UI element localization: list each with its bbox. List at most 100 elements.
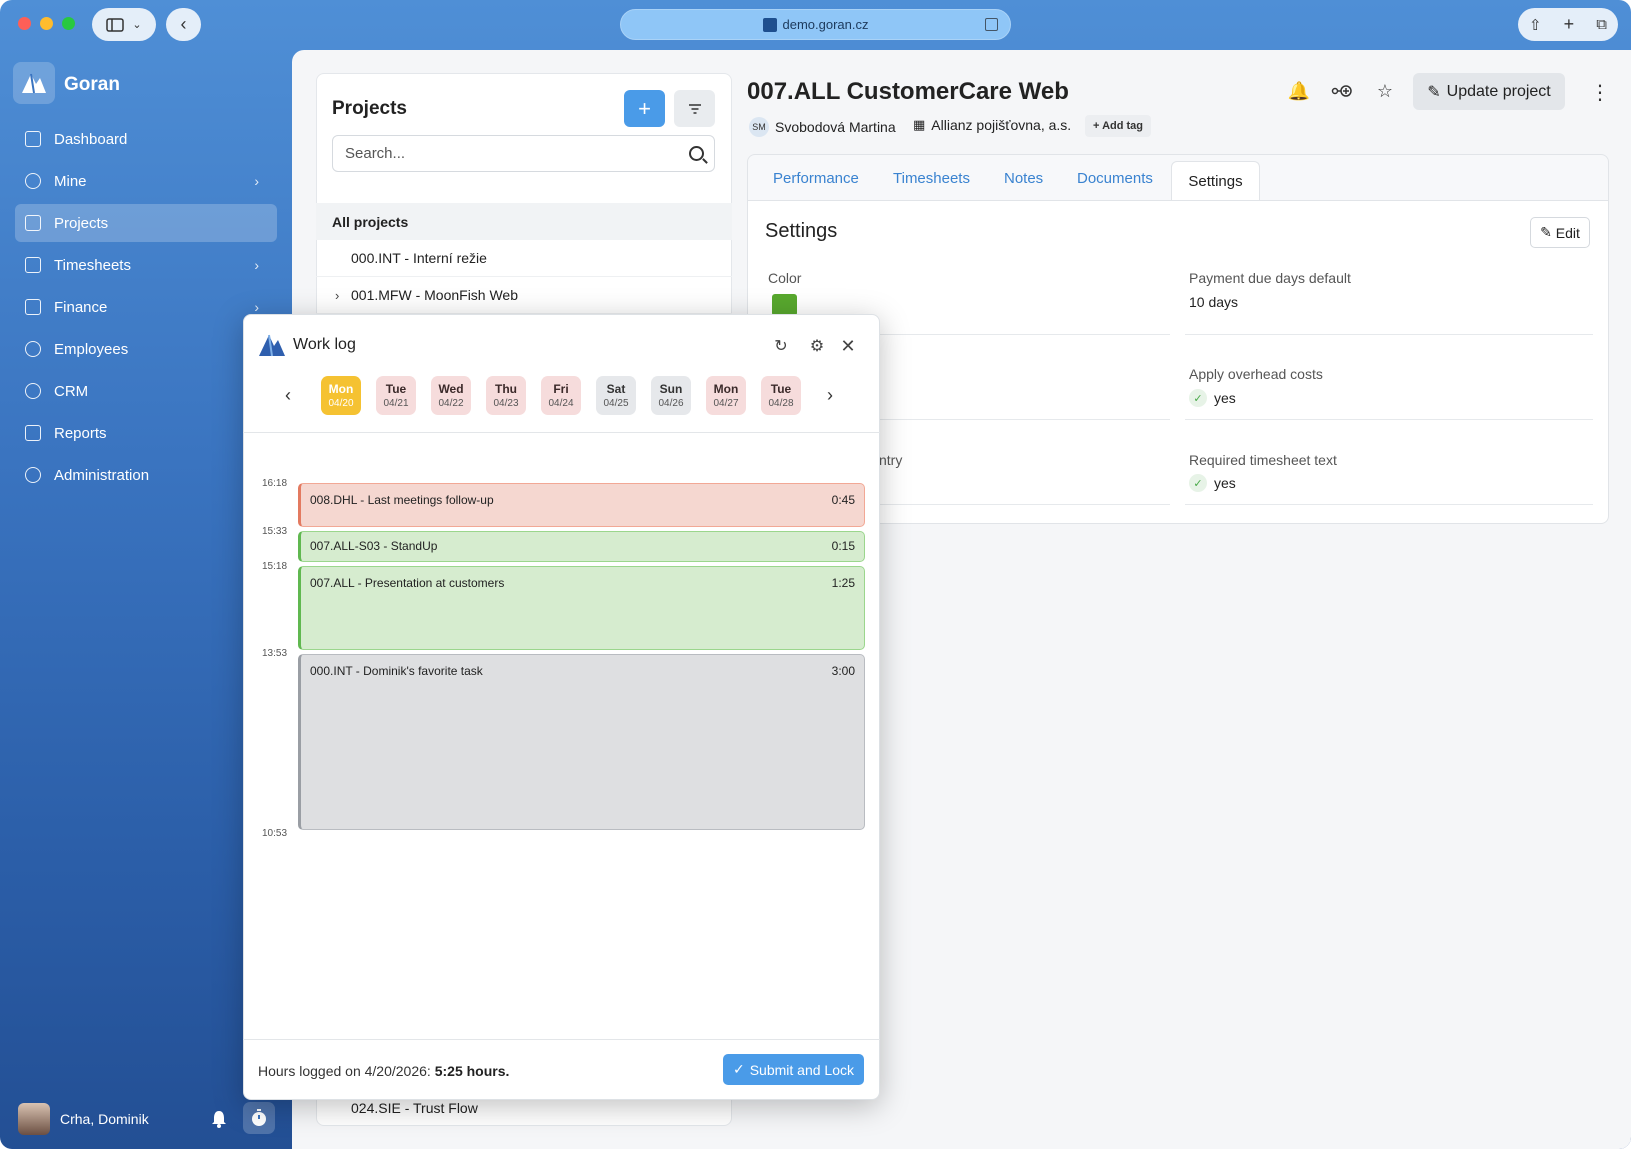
divider [765, 504, 1170, 505]
required-label: Required timesheet text [1189, 452, 1337, 468]
overhead-value: ✓ yes [1189, 389, 1236, 407]
worklog-entry[interactable]: 007.ALL-S03 - StandUp 0:15 [298, 531, 865, 562]
day-date: 04/27 [713, 398, 739, 409]
list-item[interactable]: › 001.MFW - MoonFish Web [316, 277, 732, 314]
worklog-entry[interactable]: 008.DHL - Last meetings follow-up 0:45 [298, 483, 865, 527]
tab-notes[interactable]: Notes [1004, 170, 1044, 187]
timer-button[interactable] [243, 1102, 275, 1134]
all-projects-header[interactable]: All projects [316, 203, 732, 240]
list-item[interactable]: 000.INT - Interní režie [316, 240, 732, 277]
sidebar-item-timesheets[interactable]: Timesheets › [15, 246, 277, 284]
entry-text: 007.ALL - Presentation at customers [310, 576, 505, 590]
sidebar-toggle-button[interactable]: ⌄ [92, 8, 156, 41]
day-date: 04/25 [603, 398, 629, 409]
list-item[interactable]: 024.SIE - Trust Flow [316, 1089, 732, 1126]
day-name: Sun [659, 382, 683, 396]
entry-duration: 0:45 [831, 493, 855, 507]
new-tab-icon[interactable]: + [1563, 14, 1575, 34]
share-icon[interactable]: ⇧ [1529, 16, 1542, 34]
worklog-entry[interactable]: 000.INT - Dominik's favorite task 3:00 [298, 654, 865, 830]
address-bar[interactable]: demo.goran.cz [620, 9, 1011, 40]
add-project-button[interactable]: + [624, 90, 665, 127]
tab-timesheets[interactable]: Timesheets [893, 170, 970, 187]
bell-icon[interactable] [211, 1110, 227, 1128]
day-tue-0421[interactable]: Tue 04/21 [376, 376, 416, 415]
tab-performance[interactable]: Performance [773, 170, 859, 187]
close-window-button[interactable] [18, 17, 31, 30]
star-icon[interactable]: ☆ [1376, 80, 1394, 101]
reader-icon[interactable] [985, 18, 998, 31]
dashboard-icon [25, 131, 41, 147]
follow-icon[interactable] [1331, 80, 1353, 102]
close-icon[interactable]: ✕ [840, 335, 856, 356]
divider [1185, 504, 1593, 505]
pencil-icon: ✎ [1540, 224, 1552, 240]
search-input[interactable]: Search... [332, 135, 715, 172]
overhead-text: yes [1214, 390, 1236, 406]
next-week-button[interactable]: › [827, 385, 833, 406]
bell-icon[interactable]: 🔔 [1287, 80, 1311, 101]
sidebar-item-dashboard[interactable]: Dashboard [15, 120, 277, 158]
filter-button[interactable] [674, 90, 715, 127]
entry-text: 000.INT - Dominik's favorite task [310, 664, 483, 678]
back-button[interactable]: ‹ [166, 8, 201, 41]
chevron-right-icon[interactable]: › [335, 287, 340, 303]
divider [765, 334, 1170, 335]
tab-settings[interactable]: Settings [1171, 161, 1260, 201]
chevron-right-icon: › [254, 257, 259, 273]
gear-icon[interactable]: ⚙ [809, 338, 825, 355]
color-swatch [772, 294, 797, 316]
day-mon-0427[interactable]: Mon 04/27 [706, 376, 746, 415]
day-fri-0424[interactable]: Fri 04/24 [541, 376, 581, 415]
sidebar-item-administration[interactable]: Administration [15, 456, 277, 494]
submit-and-lock-button[interactable]: ✓ Submit and Lock [723, 1054, 864, 1085]
sidebar-item-label: Projects [54, 214, 109, 232]
sidebar-item-projects[interactable]: Projects [15, 204, 277, 242]
zoom-window-button[interactable] [62, 17, 75, 30]
update-project-button[interactable]: ✎ Update project [1413, 73, 1565, 110]
sidebar-item-finance[interactable]: Finance › [15, 288, 277, 326]
owner[interactable]: SM Svobodová Martina [749, 117, 896, 137]
sidebar-item-crm[interactable]: CRM [15, 372, 277, 410]
url-text: demo.goran.cz [782, 17, 869, 32]
day-name: Tue [770, 382, 792, 396]
minimize-window-button[interactable] [40, 17, 53, 30]
edit-button[interactable]: ✎ Edit [1530, 217, 1590, 248]
divider [765, 419, 1170, 420]
day-mon-0420[interactable]: Mon 04/20 [321, 376, 361, 415]
sidebar-item-label: Reports [54, 424, 107, 442]
time-label: 10:53 [262, 828, 288, 839]
day-name: Mon [328, 382, 354, 396]
client[interactable]: ▦ Allianz pojišťovna, a.s. [913, 117, 1071, 133]
sidebar-item-mine[interactable]: Mine › [15, 162, 277, 200]
sidebar-item-label: Administration [54, 466, 150, 484]
app-logo[interactable] [13, 62, 55, 104]
tabs-overview-icon[interactable]: ⧉ [1596, 16, 1607, 33]
add-tag-button[interactable]: + Add tag [1085, 115, 1152, 137]
more-menu-icon[interactable]: ⋮ [1590, 82, 1610, 104]
day-date: 04/20 [328, 398, 354, 409]
sidebar-item-reports[interactable]: Reports [15, 414, 277, 452]
update-project-label: Update project [1446, 82, 1551, 100]
projects-icon [25, 215, 41, 231]
day-wed-0422[interactable]: Wed 04/22 [431, 376, 471, 415]
prev-week-button[interactable]: ‹ [285, 385, 291, 406]
grid-icon [25, 257, 41, 273]
time-label: 16:18 [262, 478, 288, 489]
check-icon: ✓ [1189, 389, 1207, 407]
day-date: 04/23 [493, 398, 519, 409]
tab-documents[interactable]: Documents [1077, 170, 1153, 187]
day-tue-0428[interactable]: Tue 04/28 [761, 376, 801, 415]
worklog-entry[interactable]: 007.ALL - Presentation at customers 1:25 [298, 566, 865, 650]
day-sat-0425[interactable]: Sat 04/25 [596, 376, 636, 415]
day-sun-0426[interactable]: Sun 04/26 [651, 376, 691, 415]
color-label: Color [768, 270, 802, 286]
user-menu[interactable]: Crha, Dominik [18, 1103, 149, 1135]
day-thu-0423[interactable]: Thu 04/23 [486, 376, 526, 415]
people-icon [25, 341, 41, 357]
worklog-title: Work log [293, 336, 356, 353]
client-name: Allianz pojišťovna, a.s. [931, 117, 1072, 133]
refresh-icon[interactable]: ↻ [774, 338, 788, 355]
sidebar-item-employees[interactable]: Employees [15, 330, 277, 368]
brand-name: Goran [64, 74, 120, 95]
